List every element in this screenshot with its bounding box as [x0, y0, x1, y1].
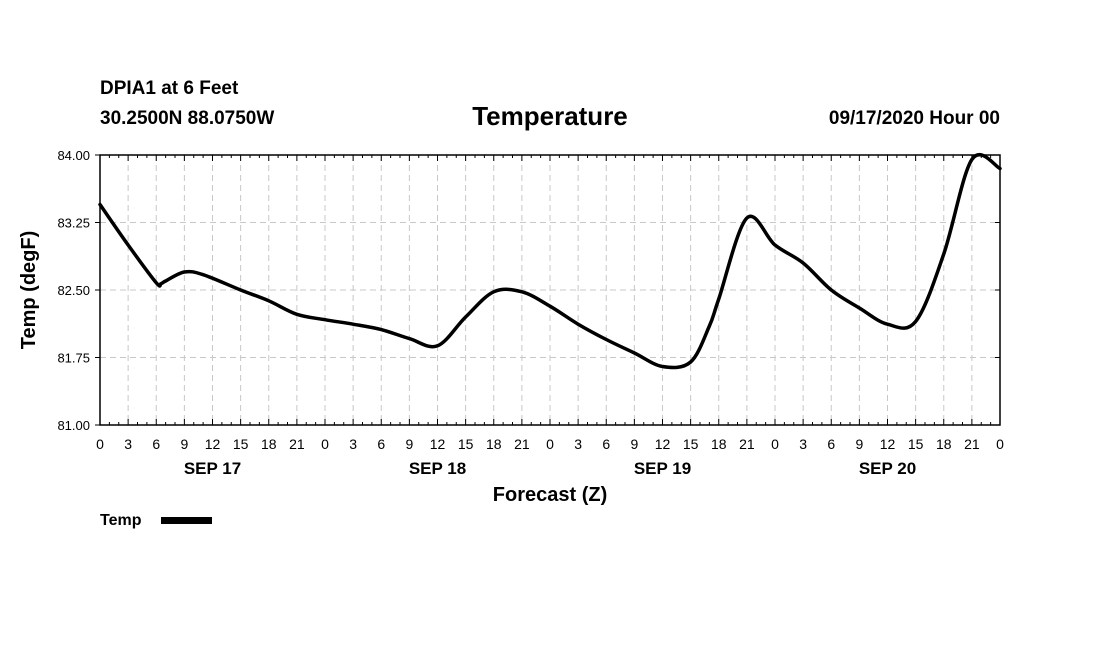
- x-tick-label: 6: [602, 436, 610, 452]
- chart-title: Temperature: [472, 101, 628, 131]
- y-tick-label: 81.00: [57, 418, 90, 433]
- x-tick-label: 15: [233, 436, 249, 452]
- day-label: SEP 20: [859, 459, 916, 478]
- coordinates-label: 30.2500N 88.0750W: [100, 108, 274, 129]
- plot-frame: [99, 154, 1001, 426]
- y-tick-label: 83.25: [57, 216, 90, 231]
- x-tick-label: 12: [430, 436, 446, 452]
- x-tick-label: 12: [655, 436, 671, 452]
- x-tick-label: 0: [321, 436, 329, 452]
- y-tick-label: 81.75: [57, 351, 90, 366]
- x-tick-label: 21: [514, 436, 530, 452]
- x-tick-label: 18: [711, 436, 727, 452]
- x-tick-label: 15: [908, 436, 924, 452]
- x-tick-label: 6: [152, 436, 160, 452]
- y-axis-title: Temp (degF): [18, 231, 40, 350]
- x-tick-label: 6: [377, 436, 385, 452]
- day-labels: SEP 17 SEP 18 SEP 19 SEP 20: [184, 459, 916, 478]
- x-axis-title: Forecast (Z): [493, 484, 607, 506]
- y-tick-label: 82.50: [57, 283, 90, 298]
- legend-label: Temp: [100, 512, 142, 529]
- x-tick-label: 18: [486, 436, 502, 452]
- station-label: DPIA1 at 6 Feet: [100, 78, 239, 99]
- day-label: SEP 19: [634, 459, 691, 478]
- x-tick-label: 3: [799, 436, 807, 452]
- x-tick-label: 6: [827, 436, 835, 452]
- temp-series-line: [98, 152, 1002, 370]
- day-label: SEP 18: [409, 459, 466, 478]
- x-tick-label: 3: [574, 436, 582, 452]
- x-tick-label: 0: [546, 436, 554, 452]
- x-tick-label: 12: [880, 436, 896, 452]
- x-tick-label: 0: [996, 436, 1004, 452]
- x-tick-label: 0: [771, 436, 779, 452]
- x-tick-label: 9: [855, 436, 863, 452]
- y-axis-ticks: 84.00 83.25 82.50 81.75 81.00: [57, 148, 1000, 433]
- x-tick-label: 21: [964, 436, 980, 452]
- x-tick-label: 9: [180, 436, 188, 452]
- x-tick-label: 18: [261, 436, 277, 452]
- x-tick-label: 3: [349, 436, 357, 452]
- x-tick-label: 15: [683, 436, 699, 452]
- x-tick-label: 12: [205, 436, 221, 452]
- x-tick-label: 9: [630, 436, 638, 452]
- x-tick-label: 0: [96, 436, 104, 452]
- x-tick-label: 15: [458, 436, 474, 452]
- x-tick-label: 18: [936, 436, 952, 452]
- y-tick-label: 84.00: [57, 148, 90, 163]
- day-label: SEP 17: [184, 459, 241, 478]
- x-tick-label: 21: [739, 436, 755, 452]
- run-time-label: 09/17/2020 Hour 00: [829, 108, 1000, 129]
- x-tick-label: 9: [405, 436, 413, 452]
- legend-swatch: [161, 517, 212, 524]
- x-tick-label: 3: [124, 436, 132, 452]
- x-tick-label: 21: [289, 436, 305, 452]
